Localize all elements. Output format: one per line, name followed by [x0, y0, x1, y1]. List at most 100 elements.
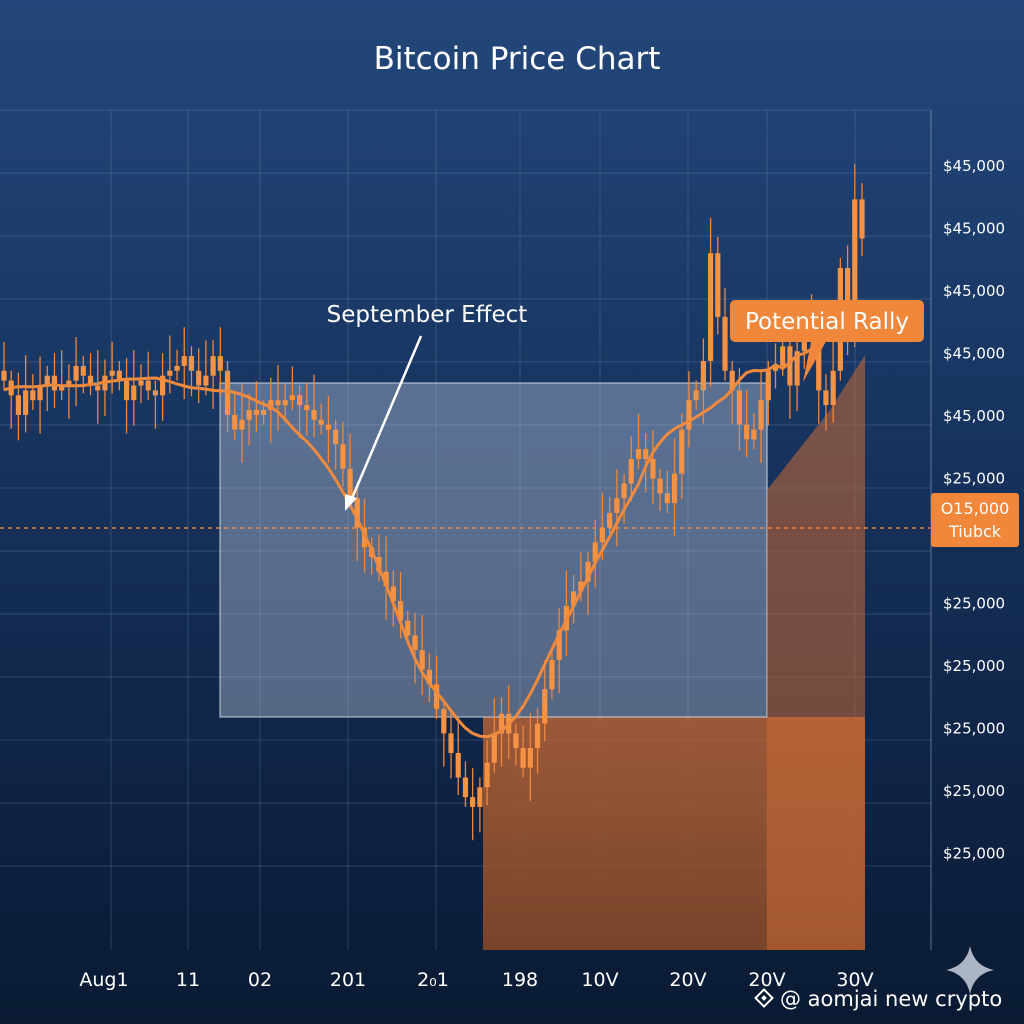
x-tick-label: 11 [176, 969, 200, 991]
candle [470, 768, 476, 841]
candle [715, 237, 721, 335]
candle [253, 381, 259, 433]
candle [203, 340, 209, 396]
candle [131, 350, 137, 426]
candle [217, 327, 223, 397]
candle [325, 395, 332, 463]
moving-average-line [3, 318, 863, 739]
candle [167, 335, 173, 394]
candle [542, 660, 548, 742]
candle [340, 421, 346, 487]
candle [196, 348, 202, 404]
candle [823, 374, 829, 431]
x-tick-label: 02 [248, 969, 272, 991]
price-tag-line1: O15,000 [941, 499, 1010, 518]
y-tick-label: $25,000 [943, 845, 1005, 863]
candle [333, 419, 339, 470]
candle [232, 392, 238, 440]
candle [527, 712, 533, 802]
candle [304, 382, 310, 436]
candle [116, 361, 122, 391]
candle [210, 339, 216, 410]
candle [671, 438, 678, 537]
candle [318, 403, 324, 435]
candle [73, 336, 79, 407]
y-tick-label: $45,000 [943, 220, 1005, 238]
candle [145, 351, 151, 401]
candle [679, 413, 685, 500]
candle [549, 650, 555, 700]
candle [160, 353, 166, 421]
september-effect-label: September Effect [327, 302, 528, 328]
candle [477, 777, 483, 833]
x-tick-label: 20V [669, 969, 706, 991]
candle [174, 349, 180, 381]
y-tick-label: $45,000 [943, 157, 1005, 175]
candle [102, 359, 108, 416]
candle [664, 470, 670, 513]
candle [455, 717, 461, 796]
candle [462, 761, 469, 807]
rally-fill-area [767, 355, 865, 950]
potential-rally-box [730, 300, 924, 342]
candle [8, 370, 14, 429]
y-tick-label: $45,000 [943, 345, 1005, 363]
candle [614, 469, 620, 547]
y-tick-label: $25,000 [943, 720, 1005, 738]
candle [239, 384, 245, 463]
y-tick-label: $25,000 [943, 595, 1005, 613]
candle [275, 364, 281, 431]
candle [109, 341, 115, 394]
september-effect-arrow-line [348, 335, 423, 504]
candle [347, 433, 353, 508]
candle [448, 710, 454, 779]
candle [152, 380, 159, 429]
candle [859, 183, 865, 257]
candle [80, 356, 86, 394]
watermark-text: @ aomjai new crypto [780, 987, 1002, 1011]
candle [37, 356, 43, 434]
candle [686, 371, 692, 448]
candle [520, 725, 526, 778]
candle [426, 653, 432, 703]
candle [23, 355, 29, 433]
candle [95, 350, 101, 424]
candle [707, 217, 714, 387]
candle [246, 393, 252, 446]
y-tick-label: $45,000 [943, 282, 1005, 300]
candle [751, 413, 757, 450]
chart-title: Bitcoin Price Chart [374, 41, 661, 77]
candle [87, 353, 94, 396]
candle [44, 365, 50, 411]
candle [621, 473, 627, 524]
candle [282, 384, 288, 423]
candle [484, 740, 490, 805]
potential-rally-pointer [803, 338, 828, 382]
candle [59, 350, 65, 401]
candle [729, 361, 735, 424]
candle [123, 358, 130, 434]
y-axis-ticks: $45,000 $45,000 $45,000 $45,000 $45,000 $25,0… [943, 157, 1005, 863]
candle [635, 413, 642, 469]
x-tick-label: 198 [502, 969, 538, 991]
potential-rally-label: Potential Rally [745, 309, 909, 335]
candle [722, 287, 728, 381]
x-tick-label: 201 [330, 969, 366, 991]
candle [412, 612, 418, 684]
candle [66, 364, 72, 419]
candle [657, 468, 663, 511]
x-tick-label: 20V [748, 969, 785, 991]
y-tick-label: $45,000 [943, 407, 1005, 425]
candle [628, 436, 634, 502]
candle [224, 361, 231, 433]
candle [30, 374, 36, 410]
candle [830, 341, 836, 423]
candle [419, 614, 425, 696]
candle [693, 380, 699, 410]
candle [15, 372, 22, 441]
september-effect-zone [219, 382, 768, 718]
candle [1, 341, 7, 391]
candle [650, 430, 656, 505]
x-tick-label: 2₀1 [417, 969, 449, 991]
